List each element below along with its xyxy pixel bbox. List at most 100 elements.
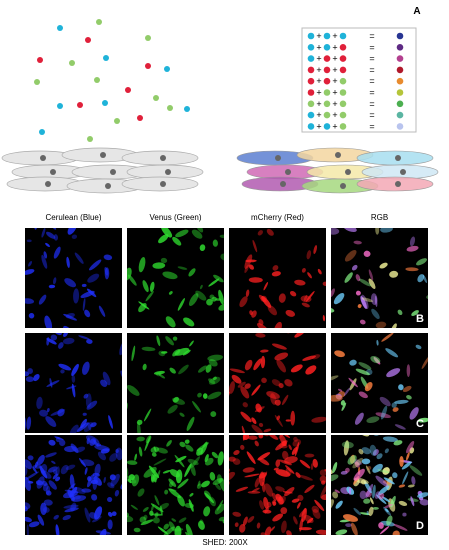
cell-signal — [58, 363, 72, 371]
cell-signal — [333, 293, 345, 305]
cell-signal — [438, 284, 449, 296]
cell-signal — [197, 450, 203, 456]
cell-signal — [165, 336, 174, 346]
cell-signal — [368, 506, 374, 517]
cell-signal — [372, 484, 376, 499]
cell-signal — [119, 341, 122, 356]
cell-signal — [25, 476, 31, 491]
legend-dot — [323, 32, 331, 40]
cell-signal — [307, 272, 312, 279]
cell-signal — [320, 483, 326, 499]
cell-signal — [255, 403, 262, 413]
cell-signal — [348, 486, 352, 495]
cells — [331, 333, 428, 430]
cell-signal — [334, 350, 345, 358]
cell-signal — [196, 442, 209, 451]
legend-dot — [307, 32, 315, 40]
cells — [25, 435, 122, 535]
cell-signal — [409, 465, 423, 476]
cell-signal — [212, 239, 218, 247]
cell-signal — [389, 270, 399, 278]
cell-signal — [70, 502, 77, 512]
cell-signal — [103, 476, 106, 484]
cell-signal — [97, 451, 107, 461]
cell-signal — [218, 289, 224, 305]
cell-signal — [60, 464, 69, 475]
legend-result — [396, 55, 404, 62]
cell-signal — [354, 412, 364, 425]
cell-signal — [206, 298, 213, 306]
cell-signal — [271, 499, 276, 504]
cell-signal — [90, 422, 97, 428]
cell-signal — [26, 524, 29, 535]
cell-signal — [169, 481, 174, 488]
cell-signal — [43, 251, 48, 259]
micrograph — [229, 228, 326, 328]
cell-signal — [81, 488, 92, 493]
cell-signal — [102, 371, 111, 386]
plus: + — [316, 88, 321, 98]
cell-signal — [363, 498, 371, 504]
legend-result — [396, 32, 404, 40]
cell-signal — [331, 394, 343, 402]
cell-signal — [335, 500, 343, 509]
cell-signal — [136, 421, 141, 433]
cell-signal — [214, 503, 224, 515]
nucleus — [395, 181, 401, 187]
cell-signal — [63, 313, 77, 321]
cell-signal — [305, 365, 317, 375]
cell-signal — [25, 269, 35, 275]
cell-signal — [275, 486, 285, 492]
nucleus — [160, 155, 166, 161]
cell-signal — [172, 336, 178, 341]
cells — [331, 228, 449, 328]
legend-dot — [323, 111, 331, 119]
cell-signal — [142, 363, 147, 371]
cell-signal — [136, 436, 145, 442]
cell-signal — [248, 277, 263, 283]
cell-signal — [74, 446, 86, 453]
cell-signal — [380, 405, 388, 420]
cell-signal — [36, 476, 45, 489]
cell-signal — [53, 514, 59, 520]
cell-signal — [383, 477, 395, 485]
plus: + — [316, 110, 321, 120]
cell-signal — [218, 303, 224, 311]
row-label: D — [416, 520, 424, 532]
cell-signal — [205, 457, 214, 466]
cell-signal — [197, 480, 201, 487]
cell-signal — [46, 337, 50, 346]
cell-signal — [167, 488, 177, 492]
cell-signal — [274, 399, 281, 406]
cells — [127, 335, 223, 433]
cell-signal — [355, 274, 361, 282]
cell-signal — [385, 348, 399, 358]
cell-signal — [382, 467, 390, 475]
cell-signal — [410, 496, 415, 507]
legend-result — [396, 123, 404, 130]
plus: + — [332, 99, 337, 109]
cell-signal — [46, 231, 56, 239]
micrograph — [25, 228, 122, 328]
cell-signal — [66, 256, 70, 268]
cell-signal — [402, 512, 407, 517]
cell-signal — [28, 521, 40, 528]
cell-signal — [152, 517, 160, 524]
cell-signal — [379, 262, 388, 269]
cell-signal — [235, 486, 249, 492]
cell-signal — [266, 228, 274, 236]
cell-signal — [416, 258, 427, 266]
legend-dot — [323, 55, 331, 62]
cell-signal — [81, 283, 87, 288]
cell-signal — [343, 440, 350, 456]
cell-signal — [41, 254, 48, 269]
cell-signal — [381, 333, 394, 342]
cell-signal — [313, 245, 318, 255]
cell-signal — [52, 333, 62, 336]
cell-signal — [60, 369, 65, 374]
cell-signal — [150, 503, 164, 513]
cell-signal — [142, 506, 149, 512]
cell-signal — [249, 310, 253, 316]
cell-signal — [419, 499, 428, 506]
cell-signal — [57, 408, 65, 417]
